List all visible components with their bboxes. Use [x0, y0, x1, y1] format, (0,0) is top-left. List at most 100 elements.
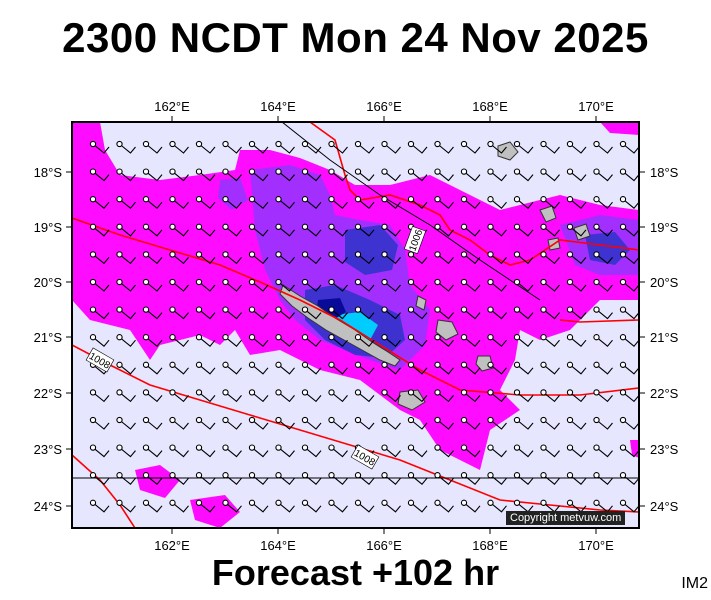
station-marker	[116, 334, 123, 341]
wind-barb	[543, 281, 560, 292]
wind-barb	[251, 502, 269, 513]
wind-barb	[622, 226, 639, 237]
station-marker	[169, 278, 176, 286]
station-marker	[195, 278, 203, 286]
station-marker	[275, 389, 282, 396]
wind-barb	[596, 309, 613, 320]
station-marker	[513, 251, 521, 258]
wind-barb	[92, 419, 110, 430]
station-marker	[381, 223, 388, 230]
wind-barb	[119, 171, 136, 182]
wind-barb	[596, 198, 613, 209]
station-marker	[460, 196, 468, 203]
wind-barb	[463, 226, 481, 237]
wind-barb	[119, 447, 136, 458]
wind-barb	[225, 502, 242, 513]
station-marker	[593, 251, 600, 258]
station-marker	[248, 334, 256, 341]
wind-barb	[119, 226, 136, 237]
station-marker	[301, 472, 309, 479]
wind-barb	[198, 474, 216, 485]
lon-label-top-162: 162°E	[154, 99, 190, 114]
isle-of-pines	[397, 389, 426, 411]
wind-barb	[490, 364, 507, 375]
station-marker	[142, 499, 150, 506]
wind-barb	[119, 281, 136, 292]
station-marker	[619, 389, 627, 396]
wind-barb	[543, 447, 560, 458]
wind-barb	[92, 226, 110, 237]
wind-barb	[437, 419, 454, 430]
lon-label-bottom-162: 162°E	[154, 538, 190, 553]
station-marker	[593, 140, 600, 148]
station-marker	[513, 472, 521, 479]
station-marker	[248, 306, 256, 313]
station-marker	[248, 223, 256, 230]
station-marker	[487, 278, 494, 286]
station-marker	[540, 472, 547, 479]
station-marker	[381, 416, 388, 424]
station-marker	[248, 416, 256, 424]
station-marker	[301, 334, 309, 341]
wind-barb	[569, 253, 587, 265]
wind-barb	[596, 143, 613, 154]
station-marker	[142, 306, 150, 313]
station-marker	[381, 140, 388, 148]
station-marker	[116, 278, 123, 286]
station-marker	[434, 306, 441, 313]
wind-barb	[516, 364, 534, 375]
lat-label-left-22: 22°S	[34, 386, 63, 401]
station-marker	[540, 251, 547, 258]
station-marker	[619, 278, 627, 286]
wind-barb	[357, 502, 375, 513]
station-marker	[116, 472, 123, 479]
station-marker	[487, 223, 494, 230]
station-marker	[248, 140, 256, 148]
station-marker	[381, 499, 388, 506]
station-marker	[116, 389, 123, 396]
lat-label-left-19: 19°S	[34, 220, 63, 235]
station-marker	[381, 196, 388, 203]
station-marker	[487, 472, 494, 479]
station-marker	[195, 251, 203, 258]
wind-barb	[198, 336, 216, 347]
station-marker	[301, 361, 309, 368]
station-marker	[593, 278, 600, 286]
station-marker	[328, 251, 335, 258]
station-marker	[195, 334, 203, 341]
wind-barb	[543, 198, 560, 209]
wind-barb	[516, 474, 534, 485]
wind-barb	[569, 419, 587, 430]
station-marker	[593, 499, 600, 506]
station-marker	[566, 389, 574, 396]
station-marker	[116, 306, 123, 313]
wind-barb	[251, 171, 269, 182]
station-marker	[434, 168, 441, 175]
station-marker	[116, 361, 123, 368]
station-marker	[566, 306, 574, 313]
wind-barb	[278, 364, 295, 375]
station-marker	[116, 416, 123, 424]
station-marker	[222, 389, 229, 396]
station-marker	[593, 334, 600, 341]
station-marker	[89, 499, 97, 506]
station-marker	[593, 361, 600, 368]
wind-barb	[278, 143, 295, 154]
station-marker	[407, 472, 415, 479]
station-marker	[619, 416, 627, 424]
wind-barb	[278, 198, 295, 209]
station-marker	[142, 196, 150, 203]
station-marker	[619, 223, 627, 230]
wind-barb	[622, 474, 639, 485]
wind-barb	[463, 336, 481, 347]
wind-barb	[145, 419, 163, 430]
wind-barb	[225, 226, 242, 237]
wind-barb	[278, 309, 295, 320]
wind-barb	[596, 253, 613, 265]
station-marker	[460, 306, 468, 313]
station-marker	[195, 196, 203, 203]
wind-barb	[251, 447, 269, 458]
station-marker	[275, 251, 282, 258]
station-marker	[540, 140, 547, 148]
wind-barb	[251, 336, 269, 347]
